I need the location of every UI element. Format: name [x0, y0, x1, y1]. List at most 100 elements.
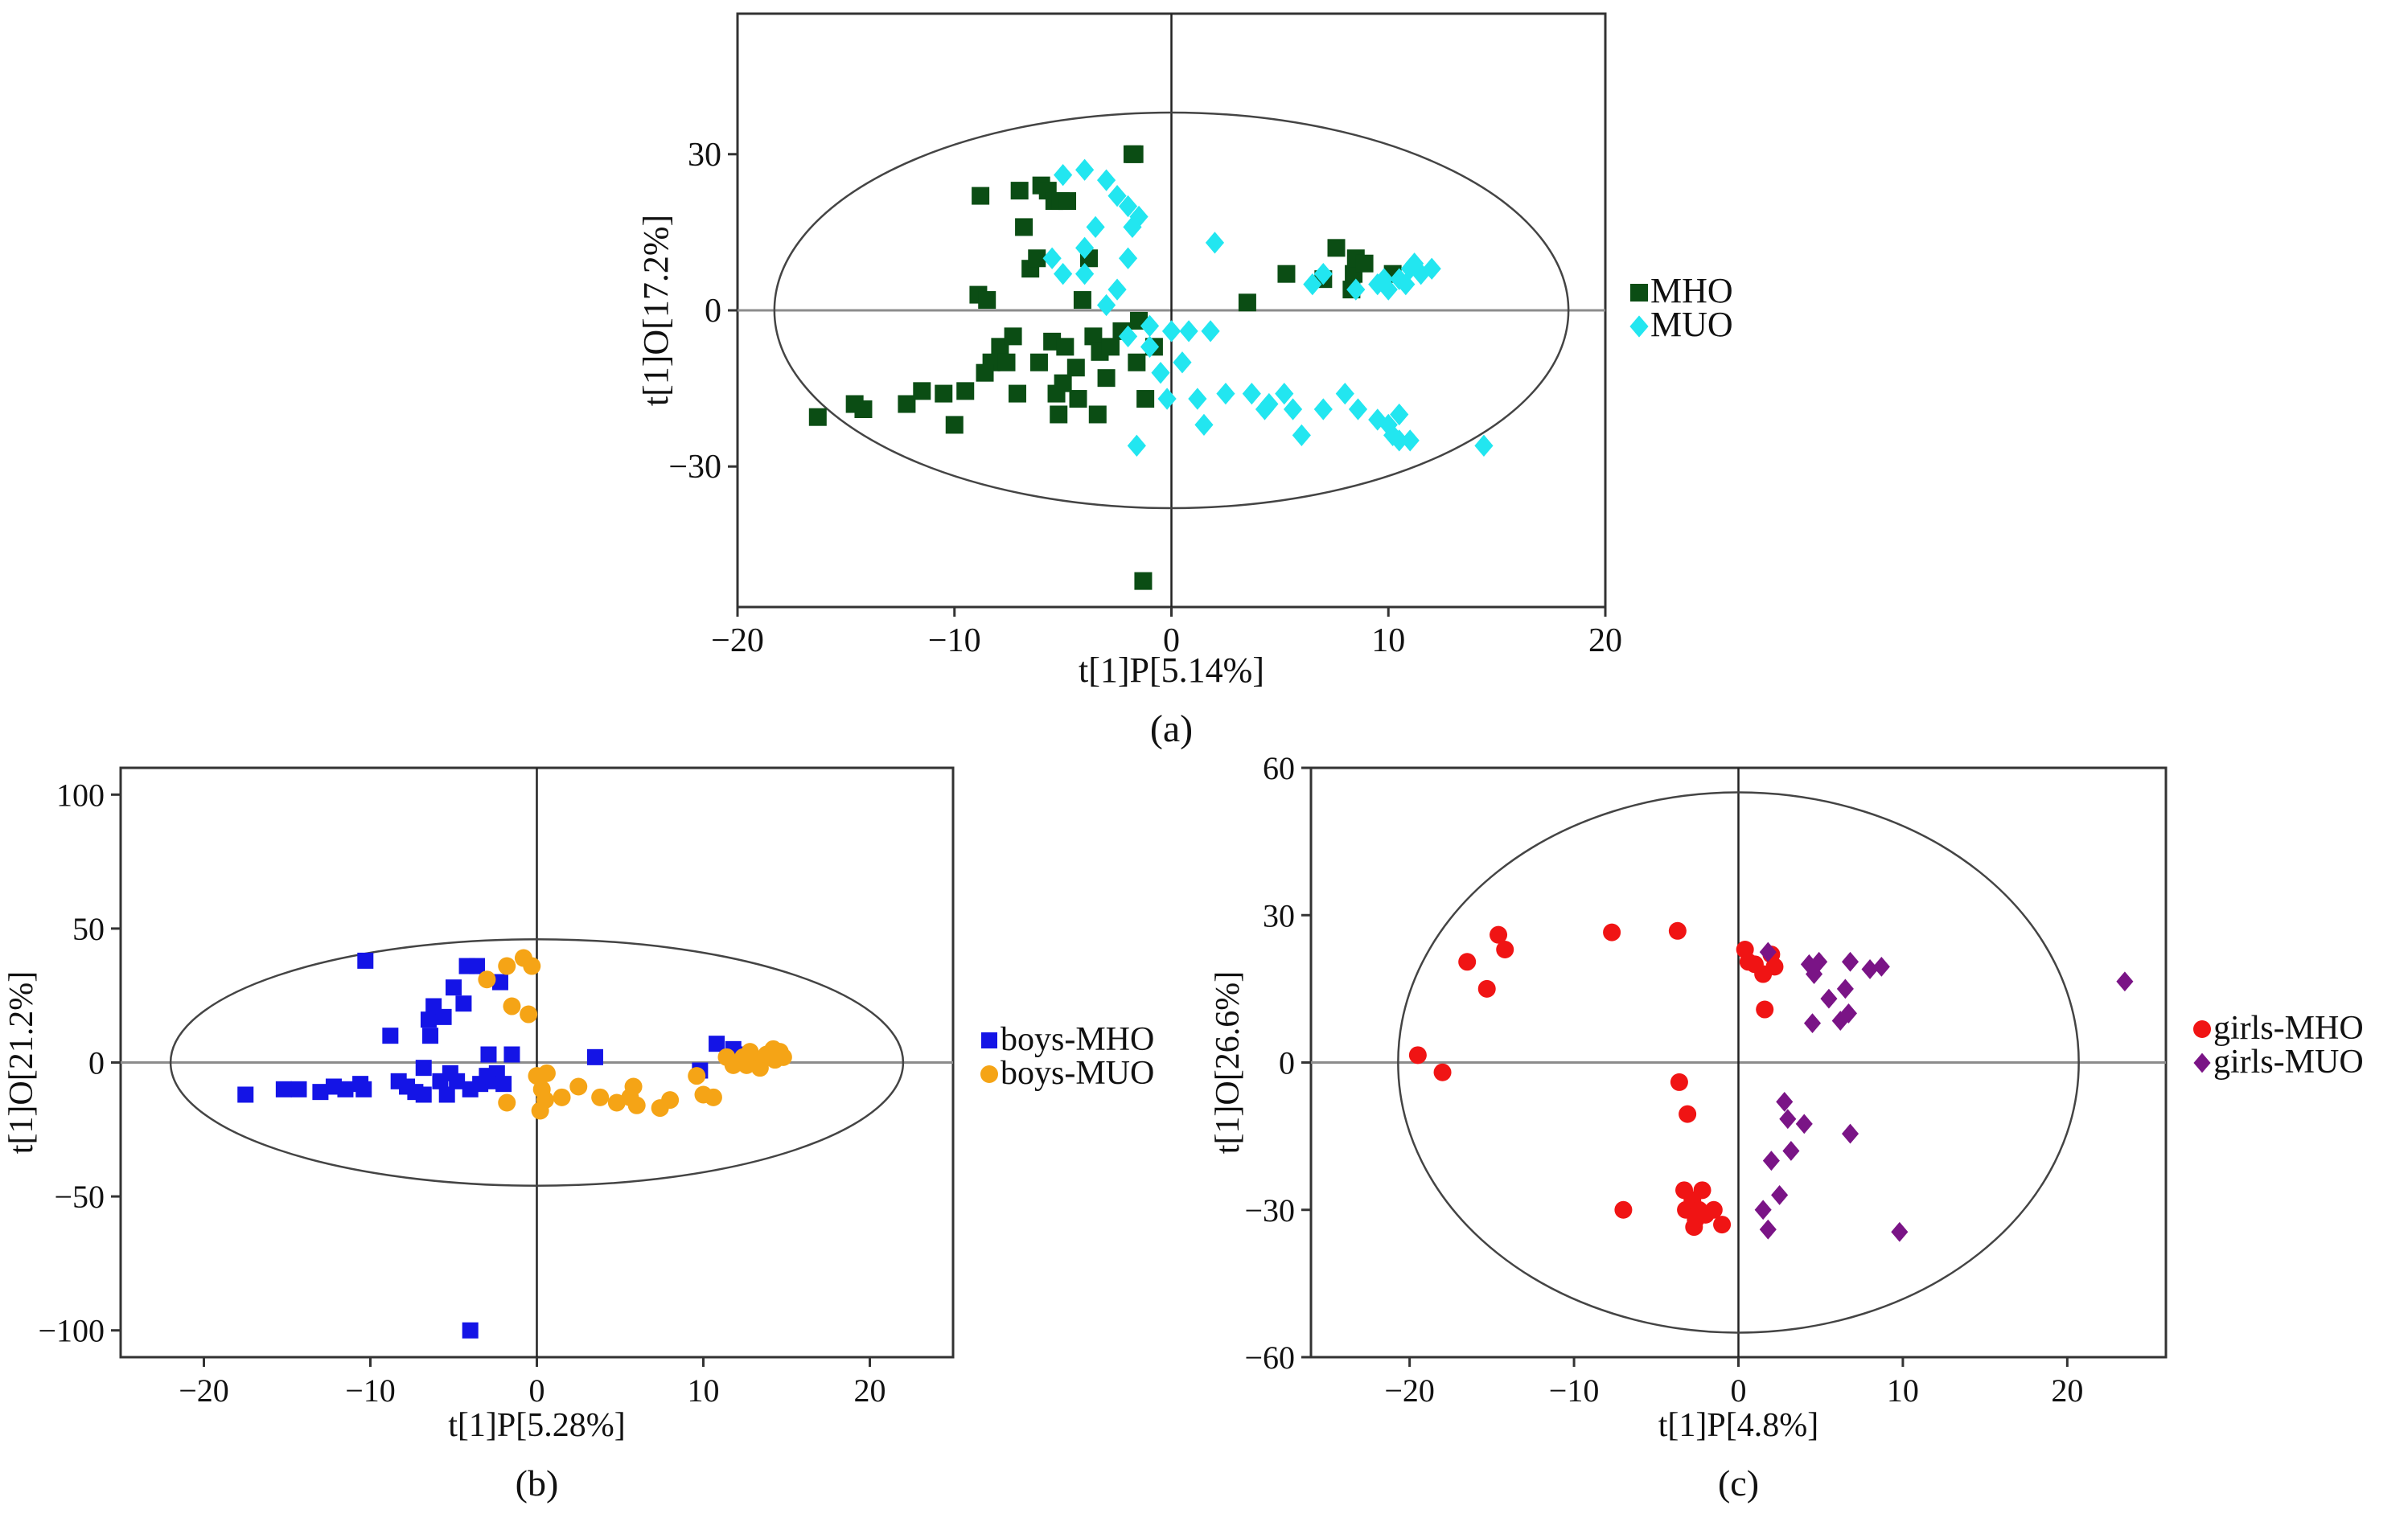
data-point — [750, 1059, 769, 1077]
data-point — [1069, 390, 1087, 408]
data-point — [1759, 942, 1777, 962]
data-point — [1771, 1185, 1789, 1205]
y-tick-label: 30 — [1263, 897, 1295, 933]
y-tick-label: 0 — [705, 293, 721, 330]
y-axis-label: t[1]O[17.2%] — [636, 215, 676, 406]
data-point — [462, 1322, 479, 1339]
legend-label: MHO — [1650, 271, 1733, 310]
y-tick-label: −60 — [1244, 1339, 1295, 1376]
data-point — [1056, 338, 1075, 356]
legend-label: MUO — [1650, 305, 1733, 344]
x-tick-label: 10 — [1887, 1372, 1919, 1409]
data-point — [1008, 384, 1026, 403]
data-point — [1134, 572, 1153, 590]
data-point — [1390, 429, 1409, 452]
data-point — [1097, 369, 1116, 388]
x-tick-label: 20 — [854, 1372, 886, 1409]
data-point — [591, 1088, 610, 1106]
data-point — [537, 1064, 556, 1082]
data-point — [1668, 921, 1687, 940]
x-tick-label: 20 — [2051, 1372, 2083, 1409]
data-point — [709, 1036, 725, 1052]
confidence-ellipse — [1397, 791, 2080, 1334]
data-point — [1125, 145, 1144, 163]
y-tick-label: 100 — [56, 777, 105, 813]
confidence-ellipse — [169, 937, 905, 1188]
data-point — [1075, 158, 1095, 181]
data-point — [553, 1088, 571, 1106]
data-point — [1614, 1200, 1633, 1219]
data-point — [1128, 353, 1146, 371]
x-tick-label: 20 — [1588, 622, 1622, 659]
data-point — [1693, 1181, 1711, 1200]
data-point — [1086, 215, 1105, 239]
data-point — [956, 382, 975, 400]
y-tick-label: 0 — [1279, 1045, 1295, 1081]
x-tick-label: −20 — [711, 622, 764, 659]
data-point — [1140, 335, 1160, 358]
data-point — [1118, 195, 1138, 218]
y-tick-label: 50 — [72, 911, 105, 947]
data-point — [607, 1093, 626, 1112]
data-point — [438, 1086, 455, 1103]
data-point — [854, 400, 873, 418]
data-point — [1433, 1063, 1452, 1081]
data-point — [1756, 1000, 1774, 1019]
data-point — [498, 957, 516, 975]
data-point — [1054, 263, 1073, 285]
data-point — [1010, 182, 1029, 200]
data-point — [1004, 327, 1022, 346]
data-point — [1136, 390, 1155, 408]
series-MUO — [1042, 158, 1494, 457]
legend-marker — [980, 1065, 998, 1083]
data-point — [1216, 382, 1235, 405]
data-point — [536, 1091, 554, 1110]
data-point — [1127, 434, 1146, 457]
data-point — [1820, 988, 1838, 1009]
data-point — [1704, 1200, 1723, 1219]
data-point — [704, 1088, 722, 1106]
data-point — [1292, 424, 1311, 447]
data-point — [1188, 388, 1207, 410]
data-point — [1396, 273, 1416, 296]
data-point — [1422, 257, 1441, 280]
x-tick-label: 0 — [1731, 1372, 1747, 1409]
data-point — [1603, 923, 1621, 942]
data-point — [1713, 1216, 1732, 1234]
data-point — [1405, 252, 1424, 275]
data-point — [1400, 429, 1420, 452]
data-point — [1355, 254, 1374, 273]
data-point — [1348, 398, 1368, 420]
data-point — [1841, 951, 1859, 972]
x-tick-label: 10 — [688, 1372, 720, 1409]
data-point — [808, 408, 827, 426]
data-point — [1075, 236, 1095, 259]
data-point — [237, 1086, 254, 1103]
legend-marker — [981, 1032, 997, 1048]
data-point — [1161, 320, 1181, 343]
data-point — [420, 1011, 437, 1028]
data-point — [1277, 265, 1296, 283]
data-point — [520, 1005, 538, 1024]
data-point — [415, 1086, 432, 1103]
data-point — [935, 384, 953, 403]
series-MHO — [808, 145, 1402, 590]
x-tick-label: 0 — [1163, 622, 1180, 659]
data-point — [1050, 405, 1068, 424]
data-point — [945, 416, 964, 434]
data-point — [1346, 278, 1366, 301]
data-point — [1474, 434, 1494, 457]
x-axis-label: t[1]P[5.28%] — [448, 1407, 625, 1444]
data-point — [1054, 374, 1072, 392]
data-point — [455, 995, 472, 1012]
data-point — [1679, 1105, 1697, 1123]
y-tick-label: −30 — [668, 449, 721, 486]
data-point — [1327, 239, 1346, 257]
data-point — [1795, 1114, 1813, 1134]
data-point — [1123, 215, 1142, 239]
x-tick-label: −10 — [345, 1372, 396, 1409]
data-point — [478, 970, 496, 989]
chart-panel-3: −20 −10 0 10 20 −60 −30 0 30 60 t[1]P[4.8%] t[1]O[2… — [1210, 750, 2364, 1504]
data-point — [1779, 1109, 1797, 1130]
